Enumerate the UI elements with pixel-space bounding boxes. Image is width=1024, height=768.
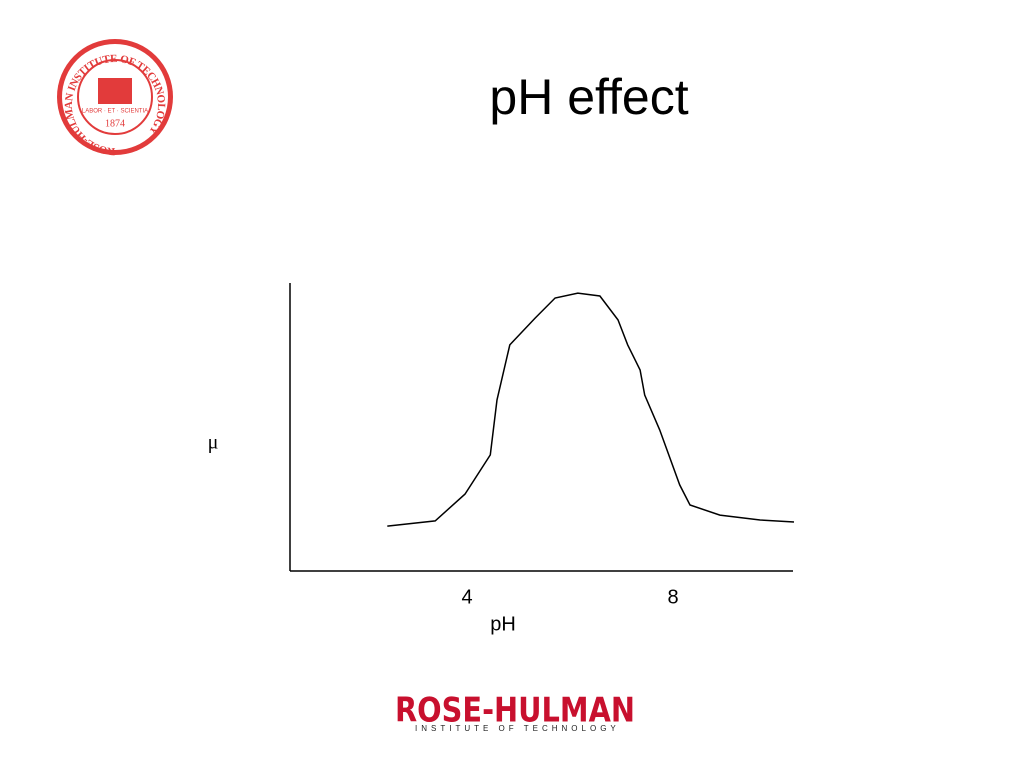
data-line [387,292,795,527]
chart-title: pH effect [489,69,688,125]
wordmark-sub: INSTITUTE OF TECHNOLOGY [415,724,620,733]
x-tick-label: 4 [462,586,473,608]
seal-motto: LABOR · ET · SCIENTIA [82,109,148,115]
wordmark: ROSE-HULMAN [395,691,635,731]
wordmark-logo: ROSE-HULMAN INSTITUTE OF TECHNOLOGY [395,691,635,734]
x-axis-label: pH [490,613,516,635]
seal-year: 1874 [105,118,125,129]
seal-shield [98,78,132,104]
x-tick-label: 8 [667,586,678,608]
seal-logo: ROSE-HULMAN INSTITUTE OF TECHNOLOGY LABO… [57,39,173,158]
y-axis-label: μ [208,432,219,454]
